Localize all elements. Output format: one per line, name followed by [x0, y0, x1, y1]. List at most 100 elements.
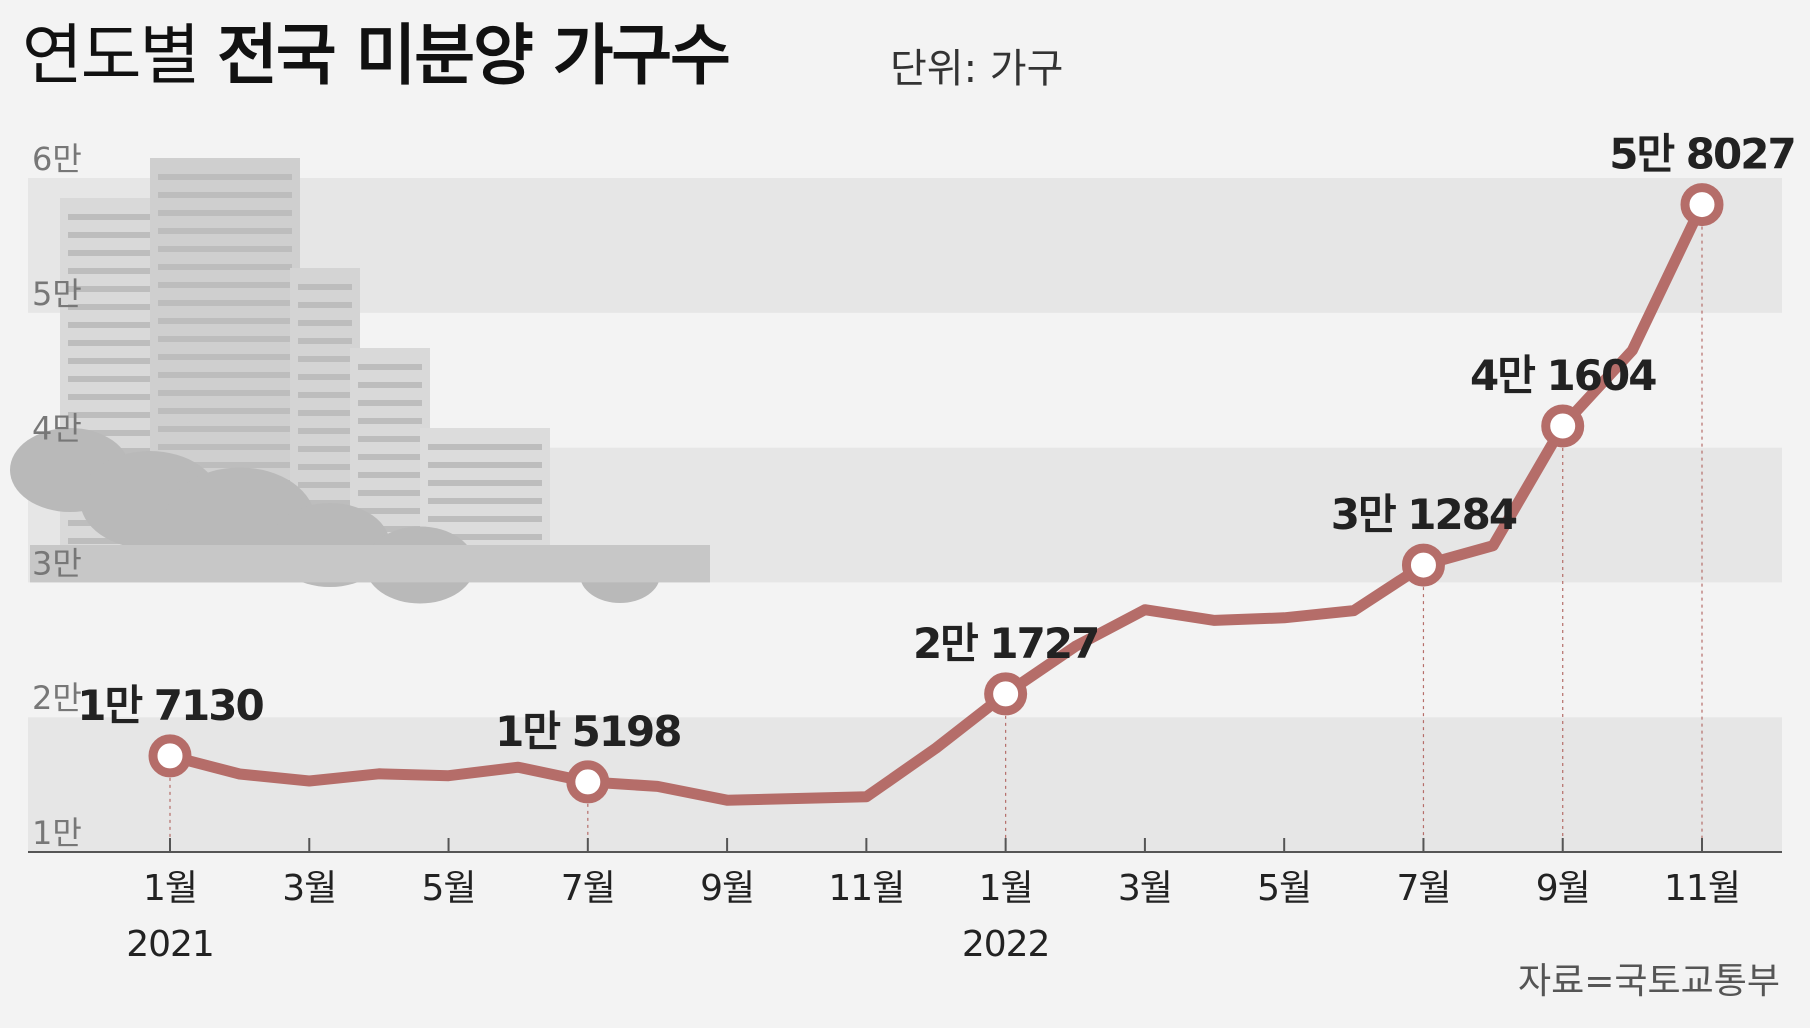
building-balcony: [358, 526, 422, 532]
tree-line: [30, 545, 710, 583]
x-tick-label: 9월: [1536, 868, 1590, 909]
building-balcony: [358, 508, 422, 514]
building-balcony: [358, 436, 422, 442]
building-balcony: [298, 392, 352, 398]
series-line: [164, 199, 1708, 806]
building-balcony: [158, 444, 292, 450]
y-tick-label: 1만: [32, 814, 82, 852]
building-balcony: [158, 282, 292, 288]
building-balcony: [158, 228, 292, 234]
building-balcony: [298, 446, 352, 452]
building-balcony: [68, 286, 162, 292]
building-balcony: [68, 322, 162, 328]
data-label: 1만 7130: [77, 681, 263, 730]
building-balcony: [298, 374, 352, 380]
unit-label: 단위: 가구: [890, 46, 1064, 92]
building-balcony: [358, 364, 422, 370]
x-tick-label: 9월: [700, 868, 754, 909]
source-credit: 자료=국토교통부: [1517, 961, 1780, 1002]
building-balcony: [428, 516, 542, 522]
data-label: 3만 1284: [1331, 490, 1517, 539]
building-balcony: [158, 372, 292, 378]
data-point-marker: [1401, 543, 1445, 587]
building-balcony: [68, 340, 162, 346]
building-balcony: [68, 430, 162, 436]
x-tick-label: 7월: [561, 868, 615, 909]
building-balcony: [298, 482, 352, 488]
building-balcony: [298, 356, 352, 362]
building-balcony: [298, 500, 352, 506]
building-balcony: [68, 412, 162, 418]
building-balcony: [158, 318, 292, 324]
data-point-marker: [566, 760, 610, 804]
building-balcony: [68, 268, 162, 274]
x-year-label: 2022: [962, 924, 1050, 965]
building-balcony: [158, 246, 292, 252]
building-balcony: [428, 462, 542, 468]
x-tick-label: 3월: [1118, 868, 1172, 909]
building-balcony: [158, 192, 292, 198]
x-tick-label: 11월: [1664, 868, 1740, 909]
data-point-marker: [984, 672, 1028, 716]
chart-title-light: 연도별: [22, 17, 200, 94]
building-balcony: [158, 426, 292, 432]
building-balcony: [68, 376, 162, 382]
building-balcony: [298, 284, 352, 290]
apartment-buildings-photo: [10, 158, 710, 604]
building-balcony: [298, 302, 352, 308]
y-tick-label: 6만: [32, 140, 82, 178]
building-balcony: [158, 174, 292, 180]
building-balcony: [298, 338, 352, 344]
x-tick-label: 1월: [143, 868, 197, 909]
chart-title: 연도별 전국 미분양 가구수: [22, 14, 731, 98]
y-tick-label: 3만: [32, 544, 82, 582]
building-balcony: [68, 304, 162, 310]
building-balcony: [158, 390, 292, 396]
building-balcony: [158, 300, 292, 306]
building-balcony: [68, 394, 162, 400]
building-balcony: [428, 480, 542, 486]
data-point-marker: [1541, 404, 1585, 448]
building-balcony: [298, 428, 352, 434]
grid-band: [28, 582, 1782, 718]
data-label: 4만 1604: [1470, 351, 1656, 400]
x-tick-label: 7월: [1396, 868, 1450, 909]
x-year-label: 2021: [126, 924, 214, 965]
building-balcony: [428, 534, 542, 540]
building-balcony: [158, 336, 292, 342]
building-balcony: [158, 354, 292, 360]
data-label: 2만 1727: [913, 619, 1098, 668]
building-balcony: [68, 358, 162, 364]
data-label: 1만 5198: [495, 707, 680, 756]
data-point-marker: [148, 734, 192, 778]
building-balcony: [428, 498, 542, 504]
building-balcony: [428, 444, 542, 450]
x-tick-label: 5월: [1257, 868, 1311, 909]
data-label: 5만 8027: [1609, 130, 1794, 179]
x-tick-label: 5월: [422, 868, 476, 909]
building-balcony: [158, 264, 292, 270]
x-tick-label: 11월: [828, 868, 904, 909]
building-balcony: [358, 490, 422, 496]
building-balcony: [358, 382, 422, 388]
building-balcony: [298, 410, 352, 416]
building-balcony: [68, 214, 162, 220]
building-balcony: [158, 210, 292, 216]
building-balcony: [358, 418, 422, 424]
building-balcony: [358, 454, 422, 460]
data-point-marker: [1680, 183, 1724, 227]
y-tick-label: 5만: [32, 275, 82, 313]
building-balcony: [158, 408, 292, 414]
y-tick-label: 2만: [32, 679, 82, 717]
building-balcony: [158, 462, 292, 468]
building-balcony: [68, 250, 162, 256]
building-balcony: [68, 232, 162, 238]
chart-title-bold: 전국 미분양 가구수: [217, 17, 731, 94]
building-balcony: [298, 320, 352, 326]
building-balcony: [298, 464, 352, 470]
building-balcony: [358, 400, 422, 406]
x-tick-label: 1월: [979, 868, 1033, 909]
y-tick-label: 4만: [32, 410, 82, 448]
